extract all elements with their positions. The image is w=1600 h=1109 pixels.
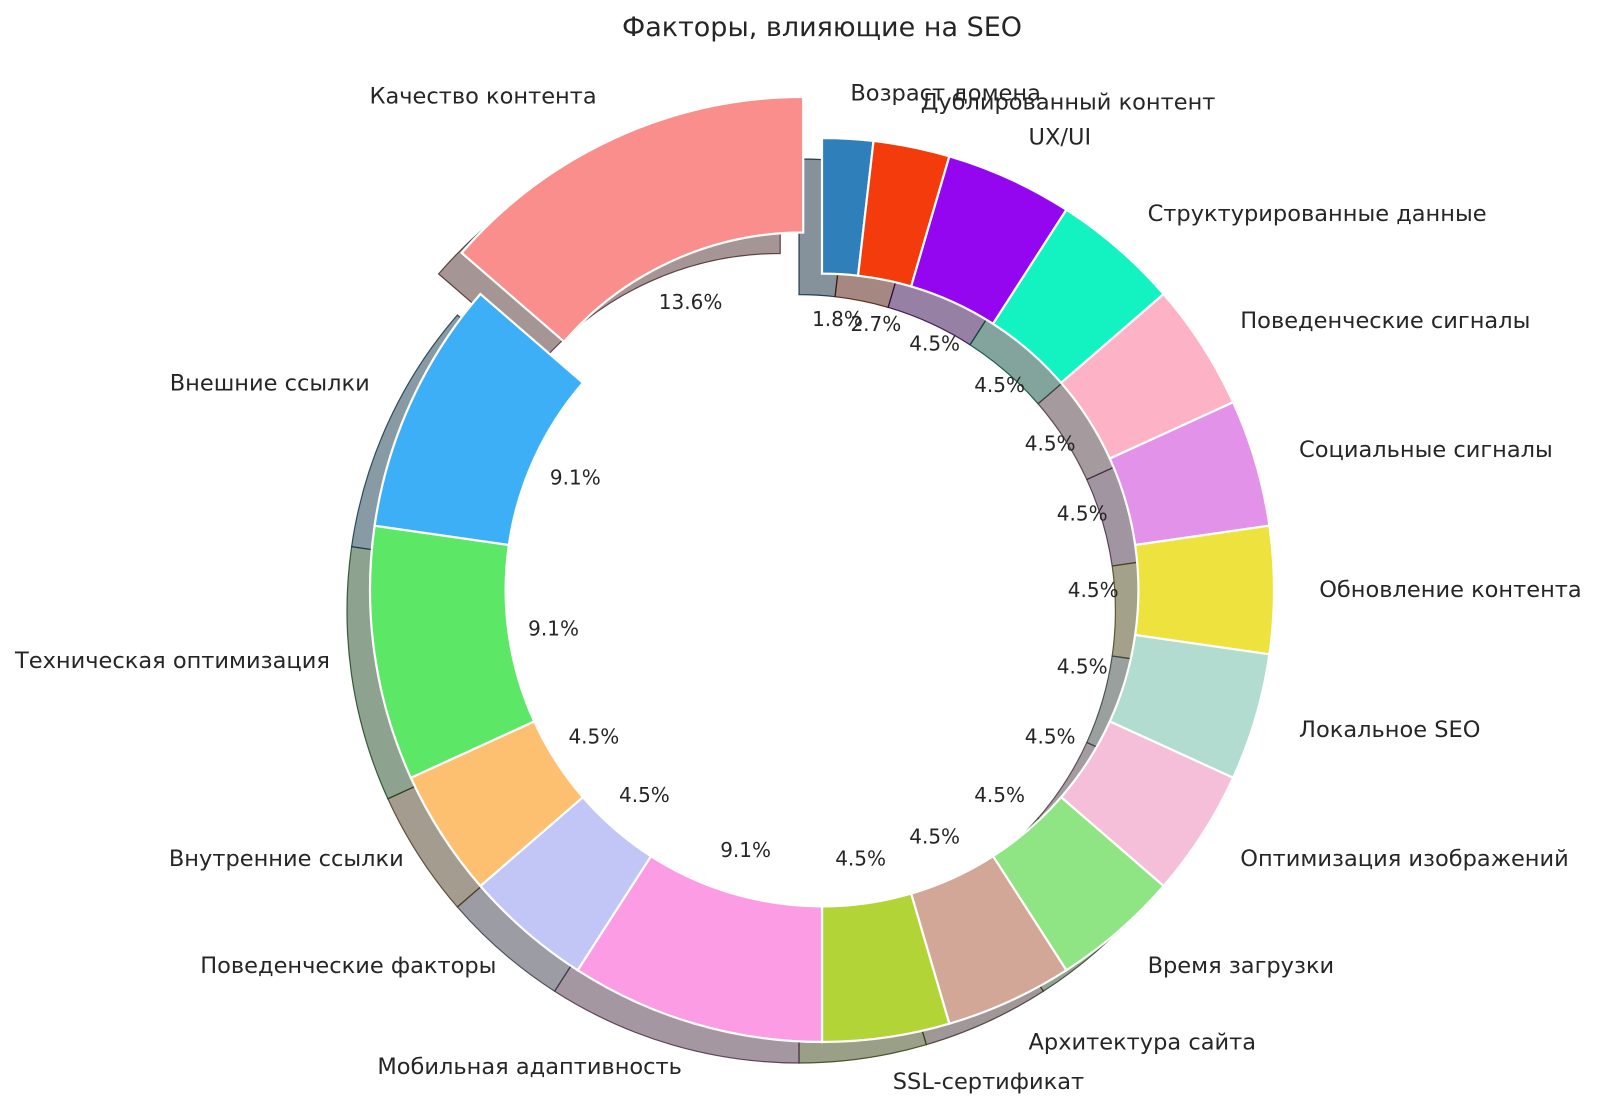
- chart-title: Факторы, влияющие на SEO: [621, 12, 1023, 43]
- percent-label-1: 2.7%: [850, 312, 901, 336]
- percent-label-8: 4.5%: [1025, 725, 1076, 749]
- slice-label-17: Качество контента: [369, 84, 596, 110]
- percent-label-17: 13.6%: [659, 290, 723, 314]
- slice-label-14: Внутренние ссылки: [169, 846, 404, 872]
- slice-label-16: Внешние ссылки: [170, 370, 370, 396]
- percent-label-11: 4.5%: [835, 846, 886, 870]
- slice-label-9: Время загрузки: [1148, 953, 1335, 979]
- slice-label-7: Локальное SEO: [1299, 717, 1480, 743]
- slice-label-8: Оптимизация изображений: [1240, 846, 1569, 872]
- percent-labels-layer: 1.8%2.7% 4.5% 4.5% 4.5% 4.5% 4.5% 4.5% 4.5% 4.5%…: [528, 290, 1118, 870]
- slice-label-12: Мобильная адаптивность: [377, 1054, 682, 1080]
- pie-slice-6: [1133, 524, 1276, 656]
- percent-label-16: 9.1%: [550, 465, 601, 489]
- pie-slice-16: [373, 292, 585, 547]
- slice-label-3: Структурированные данные: [1148, 201, 1487, 227]
- percent-label-3: 4.5%: [974, 373, 1025, 397]
- slice-label-6: Обновление контента: [1319, 577, 1582, 603]
- slice-label-5: Социальные сигналы: [1299, 437, 1553, 463]
- percent-label-5: 4.5%: [1057, 502, 1108, 526]
- percent-label-7: 4.5%: [1057, 654, 1108, 678]
- percent-label-0: 1.8%: [812, 307, 863, 331]
- percent-label-10: 4.5%: [909, 825, 960, 849]
- slice-label-15: Техническая оптимизация: [14, 648, 330, 674]
- pie-slice-17: [460, 95, 805, 344]
- slice-label-11: SSL-сертификат: [893, 1069, 1084, 1095]
- slice-label-0: Возраст домена: [850, 81, 1041, 107]
- percent-label-15: 9.1%: [528, 617, 579, 641]
- percent-label-9: 4.5%: [974, 783, 1025, 807]
- percent-label-12: 9.1%: [720, 838, 771, 862]
- percent-label-14: 4.5%: [568, 725, 619, 749]
- percent-label-13: 4.5%: [619, 783, 670, 807]
- slices-layer: [368, 95, 1276, 1044]
- slice-label-13: Поведенческие факторы: [200, 953, 496, 979]
- slice-label-4: Поведенческие сигналы: [1240, 308, 1530, 334]
- percent-label-4: 4.5%: [1025, 431, 1076, 455]
- percent-label-6: 4.5%: [1068, 578, 1119, 602]
- percent-label-2: 4.5%: [909, 331, 960, 355]
- slice-label-10: Архитектура сайта: [1029, 1029, 1256, 1055]
- slice-label-2: UX/UI: [1029, 125, 1092, 151]
- slice-label-1: Дублированный контент: [921, 90, 1216, 116]
